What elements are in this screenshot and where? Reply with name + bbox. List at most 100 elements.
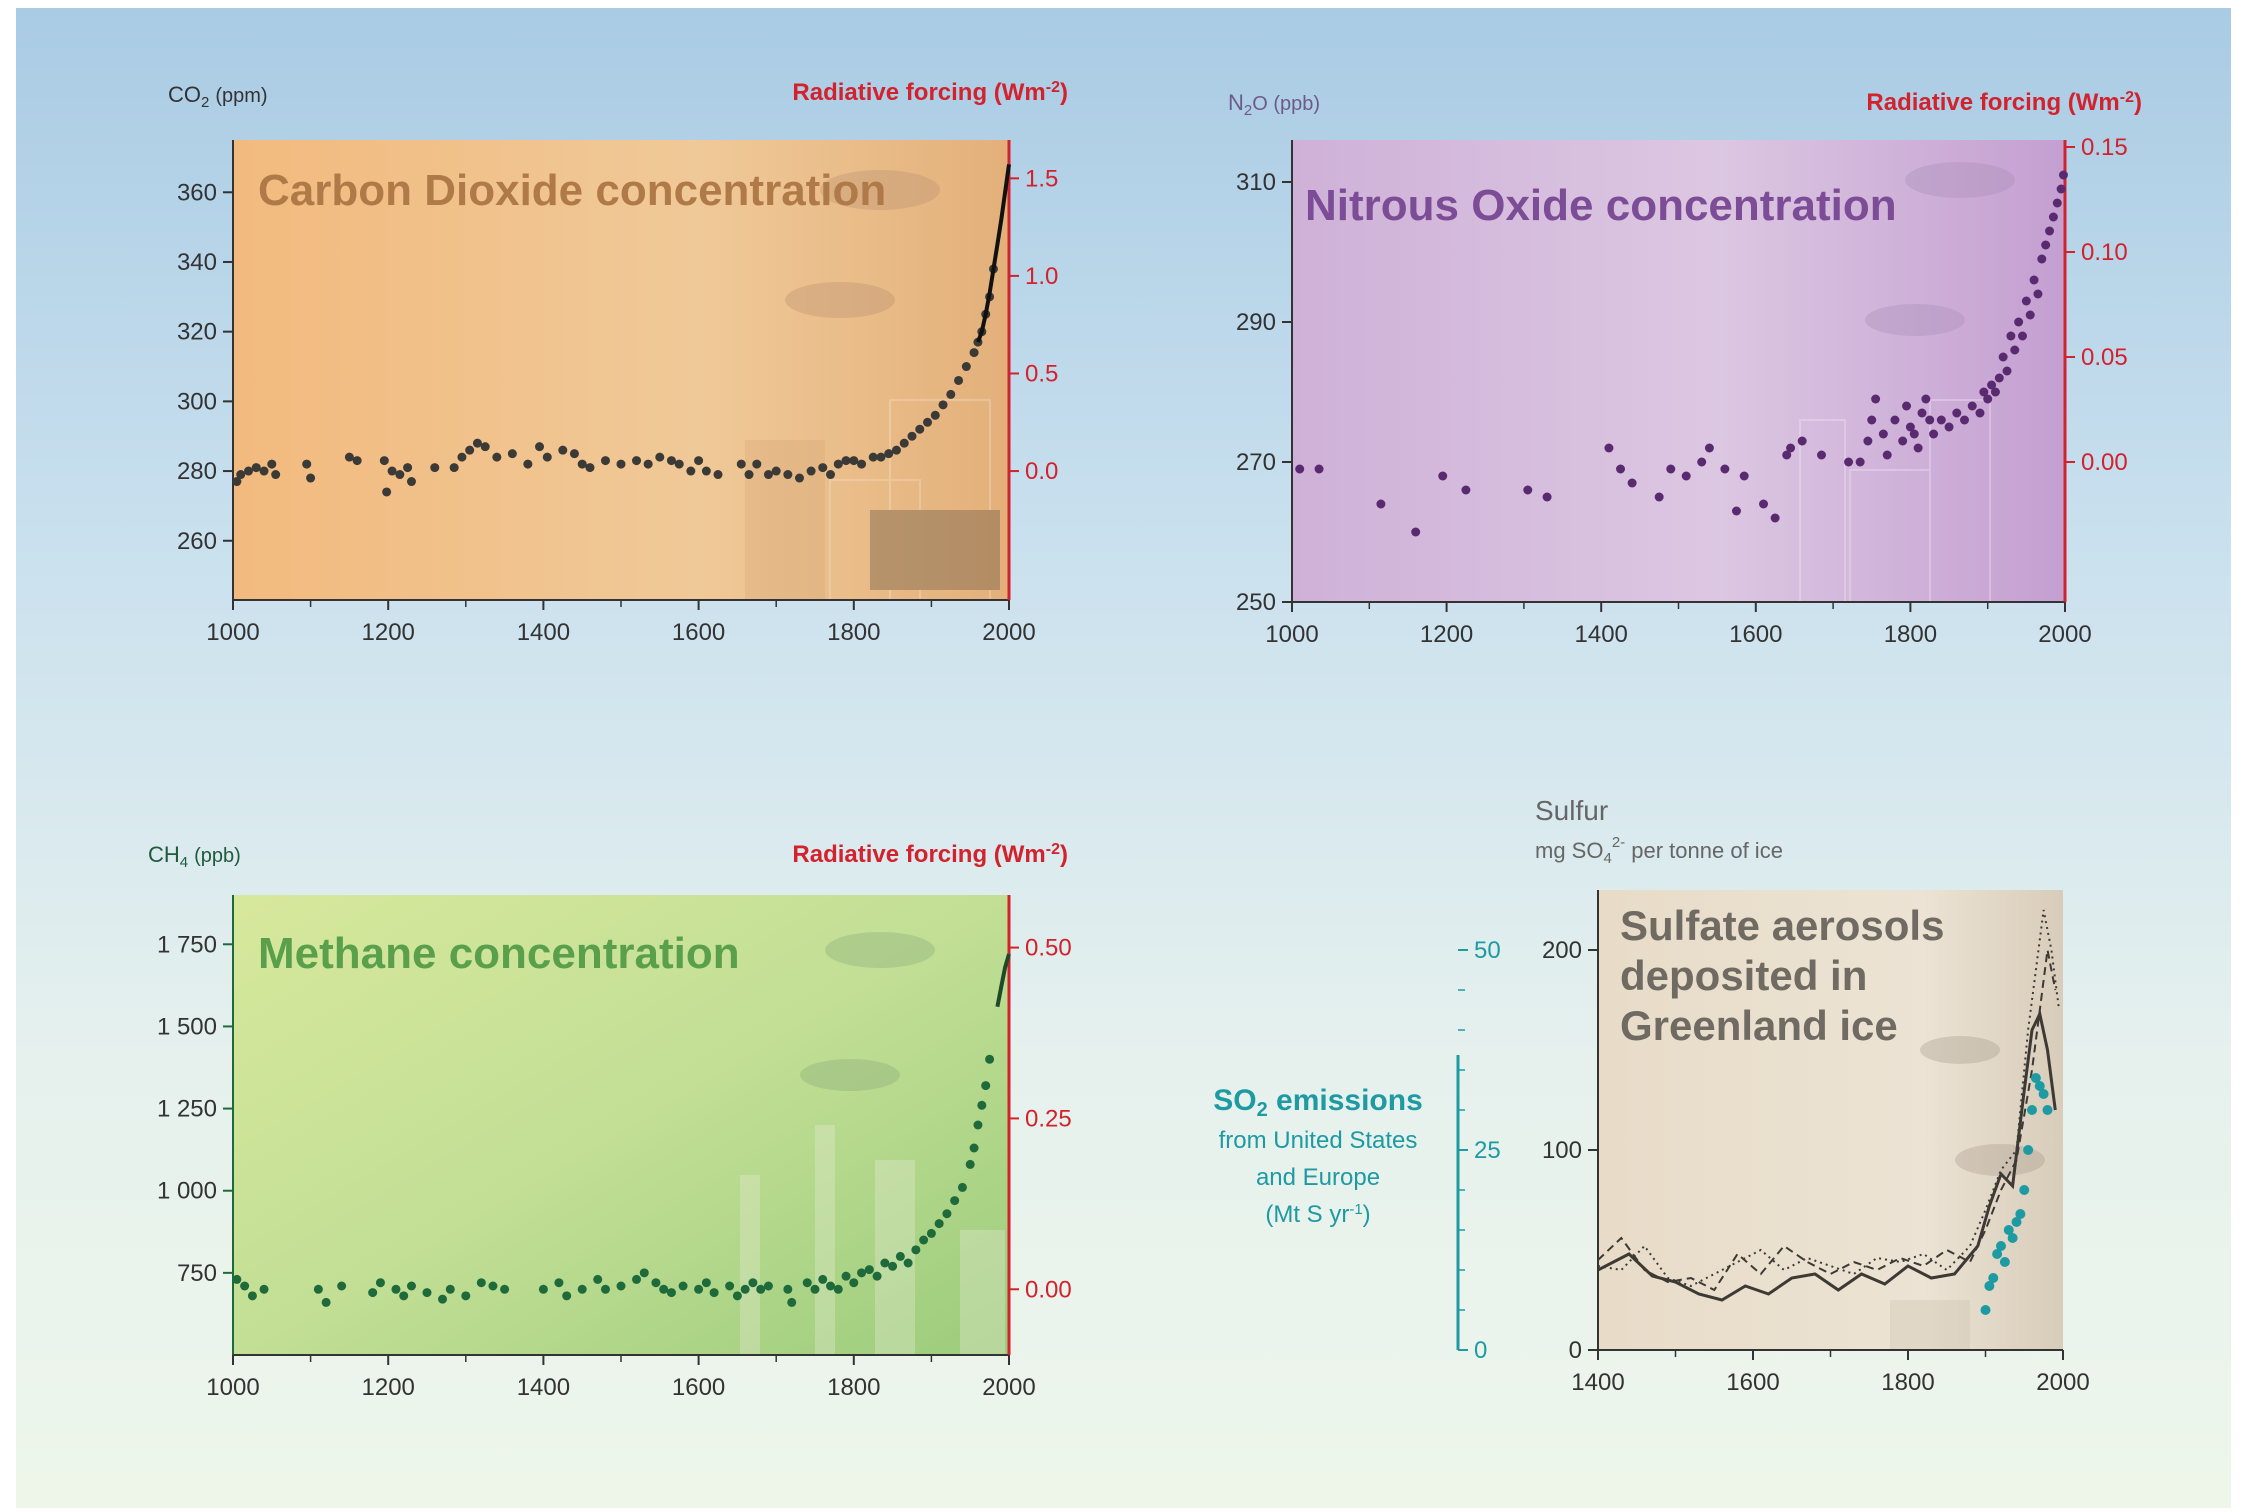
so2-subtitle-line-2: and Europe (1256, 1164, 1380, 1191)
n2o-data-point (1936, 415, 1946, 425)
so2-data-point (2030, 1073, 2041, 1083)
ch4-data-point (476, 1278, 486, 1288)
n2o-data-point (1295, 464, 1305, 474)
ch4-y-tick-label: 1 750 (157, 931, 217, 958)
n2o-data-point (2029, 275, 2039, 285)
ch4-right-tick-label: 0.50 (1025, 935, 1072, 962)
ch4-x-ticks: 1000 1200 1400 1600 1800 2000 (206, 1355, 1036, 1401)
sulfate-series-lines (1597, 909, 2061, 1302)
n2o-data-point (2037, 254, 2047, 264)
so2-subtitle-line-1: from United States (1219, 1127, 1418, 1154)
co2-data-point (655, 452, 665, 462)
n2o-data-point (1314, 464, 1324, 474)
n2o-data-point (2033, 289, 2043, 299)
n2o-data-point (1898, 436, 1908, 446)
so2-data-point (2038, 1089, 2049, 1099)
ch4-data-point (666, 1288, 676, 1298)
n2o-right-tick-label: 0.10 (2081, 239, 2128, 266)
co2-data-point (783, 470, 793, 480)
co2-chart-title: Carbon Dioxide concentration (258, 166, 886, 215)
co2-right-ticks: 0.0 0.5 1.0 1.5 (1009, 165, 1058, 485)
n2o-right-axis-label: Radiative forcing (Wm-2) (1866, 89, 2142, 116)
sulfur-axis-label: Sulfur (1535, 795, 1608, 826)
ch4-y-tick-label: 1 500 (157, 1013, 217, 1040)
co2-data-point (344, 452, 354, 462)
n2o-data-point (1376, 499, 1386, 509)
n2o-y-tick-label: 270 (1236, 449, 1276, 476)
ch4-right-tick-label: 0.25 (1025, 1105, 1072, 1132)
co2-data-point (449, 463, 459, 473)
so2-data-point (1992, 1249, 2003, 1259)
co2-data-point (857, 459, 867, 469)
n2o-data-point (1909, 429, 1919, 439)
ch4-data-point (616, 1281, 626, 1291)
n2o-data-point (2041, 240, 2051, 250)
co2-data-point (923, 417, 933, 427)
co2-y-tick-label: 260 (177, 528, 217, 555)
n2o-data-point (1797, 436, 1807, 446)
n2o-data-point (1917, 408, 1927, 418)
co2-data-point (833, 459, 843, 469)
ch4-data-point (802, 1278, 812, 1288)
so2-data-point (2003, 1225, 2014, 1235)
n2o-x-tick-label: 1400 (1575, 621, 1628, 648)
ch4-data-point (577, 1284, 587, 1294)
ch4-y-axis-label: CH4 (ppb) (148, 842, 241, 871)
co2-data-point (891, 445, 901, 455)
n2o-data-point (1542, 492, 1552, 502)
n2o-x-ticks: 1000 1200 1400 1600 1800 2000 (1265, 602, 2092, 648)
so2-tick-label: 25 (1474, 1137, 1501, 1164)
n2o-data-point (1863, 436, 1873, 446)
n2o-data-point (1817, 450, 1827, 460)
co2-y-ticks: 260 280 300 320 340 360 (177, 179, 233, 555)
n2o-data-point (1855, 457, 1865, 467)
ch4-y-ticks: 750 1 000 1 250 1 500 1 750 (157, 931, 233, 1287)
n2o-data-point (2014, 317, 2024, 327)
ch4-data-point (445, 1284, 455, 1294)
co2-data-point (713, 470, 723, 480)
n2o-data-point (1905, 422, 1915, 432)
so2-data-point (1999, 1257, 2010, 1267)
co2-data-point (686, 466, 696, 476)
co2-data-point (818, 463, 828, 473)
so2-data-point (2019, 1185, 2030, 1195)
so2-data-point (1996, 1241, 2006, 1251)
ch4-right-axis-label: Radiative forcing (Wm-2) (792, 841, 1068, 868)
co2-right-tick-label: 1.0 (1025, 263, 1058, 290)
n2o-x-tick-label: 1800 (1884, 621, 1937, 648)
ch4-data-point (857, 1268, 867, 1278)
co2-data-point (430, 463, 440, 473)
ch4-data-point (903, 1258, 913, 1268)
ch4-x-tick-label: 1000 (206, 1374, 259, 1401)
co2-data-point (251, 463, 261, 473)
ch4-data-point (942, 1209, 952, 1219)
n2o-data-point (1902, 401, 1912, 411)
co2-y-tick-label: 300 (177, 388, 217, 415)
ch4-data-point (926, 1228, 936, 1238)
ch4-data-point (694, 1284, 704, 1294)
ch4-data-point (438, 1294, 448, 1304)
co2-data-point (674, 459, 684, 469)
n2o-data-point (1782, 450, 1792, 460)
sulfate-x-ticks: 1400 1600 1800 2000 (1571, 1350, 2090, 1396)
so2-data-points (1980, 1073, 2053, 1315)
ch4-x-tick-label: 1200 (362, 1374, 415, 1401)
co2-data-point (806, 466, 816, 476)
n2o-data-point (1913, 443, 1923, 453)
n2o-plot-area (1292, 140, 2065, 602)
so2-data-point (2007, 1233, 2018, 1243)
co2-data-point (694, 456, 704, 466)
n2o-data-point (2021, 296, 2031, 306)
sulfate-x-tick-label: 1600 (1726, 1369, 1779, 1396)
co2-data-point (406, 477, 416, 487)
ch4-data-point (632, 1274, 642, 1284)
so2-data-point (2034, 1081, 2045, 1091)
co2-x-tick-label: 2000 (982, 619, 1035, 646)
co2-data-point (736, 459, 746, 469)
co2-data-point (472, 438, 482, 448)
n2o-y-tick-label: 290 (1236, 309, 1276, 336)
n2o-x-tick-label: 1600 (1729, 621, 1782, 648)
n2o-data-point (1411, 527, 1421, 537)
co2-data-point (558, 445, 568, 455)
